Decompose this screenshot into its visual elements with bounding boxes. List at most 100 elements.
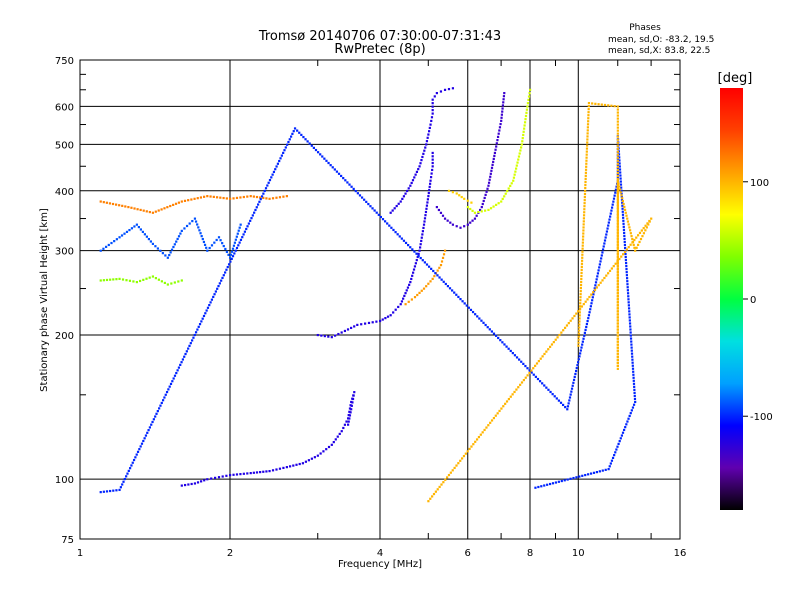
data-point [630, 343, 633, 346]
data-point [109, 489, 112, 493]
data-point [580, 305, 584, 308]
data-point [616, 141, 619, 144]
data-point [509, 395, 512, 398]
data-point [323, 157, 326, 160]
data-point [466, 223, 469, 226]
data-point [439, 211, 443, 214]
data-point [502, 95, 506, 98]
data-point [416, 293, 419, 297]
data-point [190, 198, 193, 201]
y-tick-label: 100 [55, 475, 74, 486]
data-point [520, 143, 523, 146]
data-point [283, 149, 286, 152]
data-point [523, 124, 526, 127]
data-point [154, 277, 158, 280]
data-point [516, 161, 519, 164]
data-point [619, 174, 622, 177]
data-point [616, 132, 619, 135]
data-point [621, 197, 624, 200]
data-point [569, 319, 572, 322]
data-point [451, 191, 454, 194]
data-point [520, 146, 523, 149]
data-point [616, 282, 619, 285]
data-point [478, 208, 482, 212]
data-point [537, 359, 540, 363]
data-point [112, 489, 115, 492]
data-point [225, 197, 228, 200]
data-point [541, 355, 544, 358]
data-point [200, 235, 203, 238]
data-point [348, 414, 352, 417]
data-point [569, 393, 572, 396]
data-point [418, 249, 421, 252]
data-point [216, 287, 219, 290]
x-tick-label: 2 [227, 548, 233, 559]
data-point [622, 225, 625, 228]
data-point [579, 293, 582, 296]
data-point [460, 457, 464, 460]
data-point [169, 251, 172, 254]
data-point [232, 244, 236, 247]
data-point [180, 361, 183, 364]
data-point [429, 176, 433, 179]
data-point [436, 274, 439, 277]
data-point [157, 209, 160, 212]
data-point [417, 254, 420, 257]
data-point [164, 393, 167, 396]
data-point [128, 279, 132, 282]
data-point [446, 476, 449, 479]
data-point [421, 259, 424, 262]
data-point [585, 144, 589, 147]
data-point [348, 417, 351, 420]
data-point [325, 448, 328, 451]
data-point [431, 277, 434, 280]
data-point [501, 110, 504, 113]
data-point [169, 204, 172, 208]
data-point [569, 477, 572, 480]
data-point [595, 470, 599, 474]
data-point [605, 274, 608, 277]
data-point [213, 293, 216, 296]
data-point [623, 243, 627, 247]
data-point [543, 384, 546, 387]
data-point [616, 231, 619, 234]
data-point [343, 329, 347, 333]
data-point [418, 291, 421, 294]
data-point [471, 209, 474, 212]
data-point [286, 143, 289, 146]
data-point [420, 289, 423, 292]
data-point [545, 386, 548, 389]
data-point [330, 336, 333, 339]
data-point [205, 246, 208, 249]
data-point [501, 197, 504, 201]
data-point [522, 133, 525, 137]
data-point [581, 247, 584, 250]
data-point [642, 232, 646, 235]
data-point [616, 194, 619, 197]
data-point [622, 216, 625, 219]
data-point [176, 237, 179, 241]
data-point [463, 225, 466, 228]
data-point [322, 450, 325, 453]
data-point [330, 443, 333, 446]
data-point [618, 165, 621, 168]
data-point [622, 253, 625, 256]
data-point [607, 468, 610, 471]
data-point [586, 138, 589, 141]
data-point [354, 189, 357, 193]
data-point [581, 474, 584, 477]
data-point [497, 336, 500, 340]
data-point [206, 195, 209, 198]
data-point [135, 453, 138, 456]
data-point [572, 378, 576, 381]
data-point [616, 120, 619, 123]
data-point [126, 472, 129, 475]
data-point [428, 188, 431, 192]
data-point [636, 234, 640, 237]
data-point [146, 431, 149, 434]
data-point [616, 349, 619, 352]
data-point [188, 222, 191, 225]
data-point [235, 235, 238, 238]
data-point [490, 330, 493, 333]
